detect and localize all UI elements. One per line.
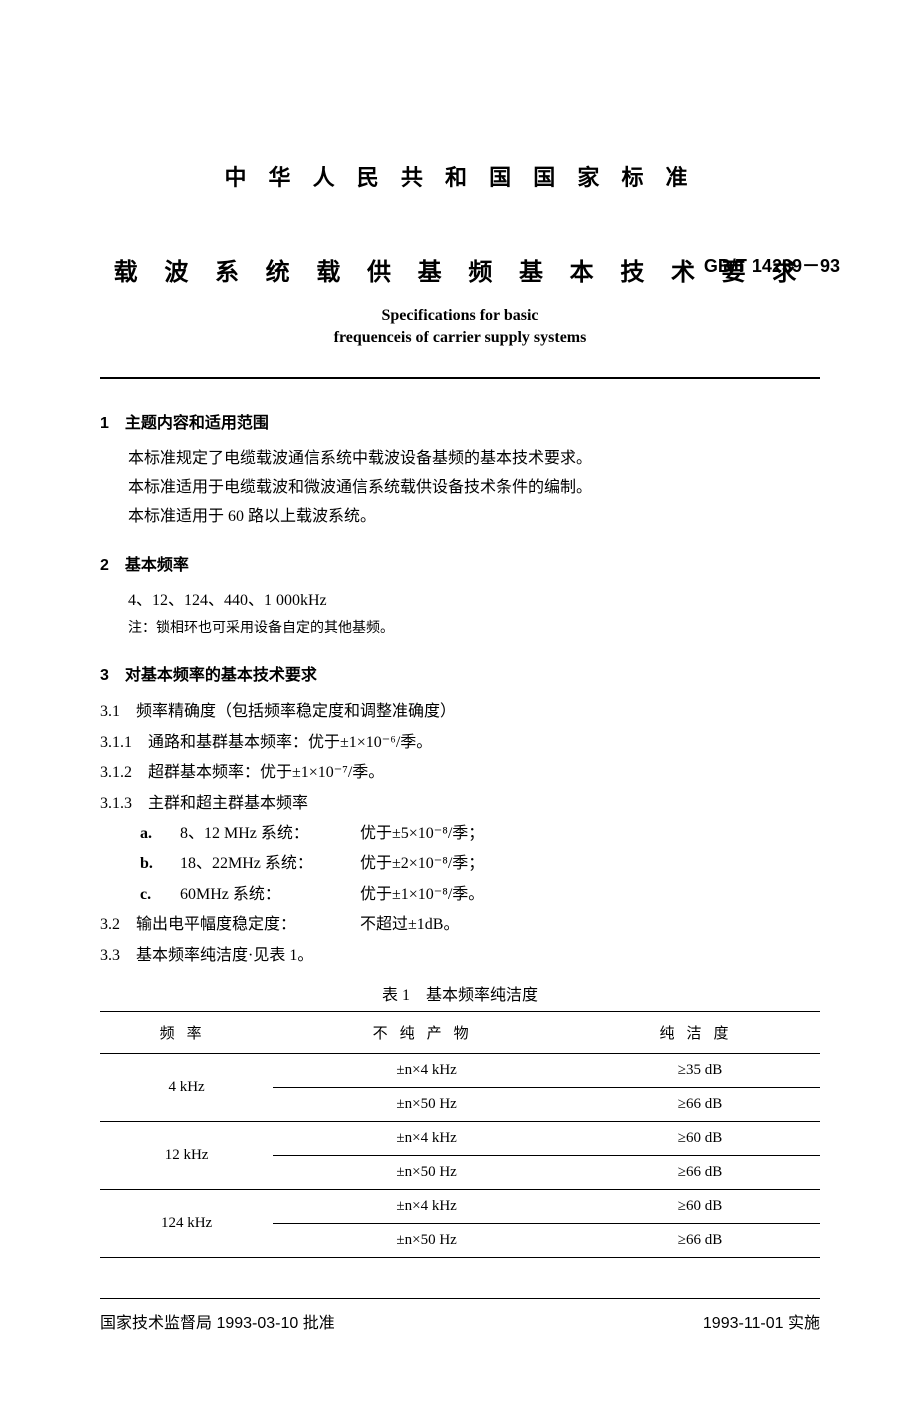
- item-3-1-1: 3.1.1 通路和基群基本频率：优于±1×10⁻⁶/季。: [100, 728, 820, 758]
- list-value: 优于±5×10⁻⁸/季；: [360, 819, 484, 849]
- section-2-values: 4、12、124、440、1 000kHz: [128, 587, 820, 616]
- table-header: 纯洁度: [580, 1011, 820, 1053]
- product-cell: ±n×4 kHz: [273, 1189, 580, 1223]
- table-1-caption: 表 1 基本频率纯洁度: [100, 981, 820, 1005]
- freq-cell: 4 kHz: [100, 1053, 273, 1121]
- table-row: 124 kHz ±n×4 kHz ≥60 dB: [100, 1189, 820, 1223]
- list-item-b: b. 18、22MHz 系统： 优于±2×10⁻⁸/季；: [140, 849, 820, 879]
- item-3-1: 3.1 频率精确度（包括频率稳定度和调整准确度）: [100, 697, 820, 727]
- national-standard-header: 中 华 人 民 共 和 国 国 家 标 准: [100, 160, 820, 192]
- purity-cell: ≥66 dB: [580, 1087, 820, 1121]
- item-3-1-2: 3.1.2 超群基本频率：优于±1×10⁻⁷/季。: [100, 758, 820, 788]
- product-cell: ±n×50 Hz: [273, 1223, 580, 1257]
- list-label: b.: [140, 849, 180, 879]
- purity-cell: ≥60 dB: [580, 1189, 820, 1223]
- freq-cell: 12 kHz: [100, 1121, 273, 1189]
- standard-code: GB/T 14239－93: [704, 252, 840, 278]
- table-row: 12 kHz ±n×4 kHz ≥60 dB: [100, 1121, 820, 1155]
- product-cell: ±n×4 kHz: [273, 1053, 580, 1087]
- approval-info: 国家技术监督局 1993-03-10 批准: [100, 1309, 335, 1333]
- document-title-en-line1: Specifications for basic: [100, 307, 820, 325]
- section-2-heading: 2 基本频率: [100, 551, 820, 575]
- document-title-en-line2: frequenceis of carrier supply systems: [100, 329, 820, 347]
- section-2-note: 注：锁相环也可采用设备自定的其他基频。: [128, 616, 820, 641]
- item-3-2-label: 3.2 输出电平幅度稳定度：: [100, 910, 360, 940]
- list-label: c.: [140, 880, 180, 910]
- freq-cell: 124 kHz: [100, 1189, 273, 1257]
- list-item-a: a. 8、12 MHz 系统： 优于±5×10⁻⁸/季；: [140, 819, 820, 849]
- section-1-para: 本标准适用于电缆载波和微波通信系统载供设备技术条件的编制。: [128, 474, 820, 503]
- item-3-1-3: 3.1.3 主群和超主群基本频率: [100, 789, 820, 819]
- table-header: 频率: [100, 1011, 273, 1053]
- section-3-heading: 3 对基本频率的基本技术要求: [100, 661, 820, 685]
- purity-cell: ≥60 dB: [580, 1121, 820, 1155]
- list-system: 8、12 MHz 系统：: [180, 819, 360, 849]
- purity-cell: ≥66 dB: [580, 1223, 820, 1257]
- table-header: 不纯产物: [273, 1011, 580, 1053]
- list-item-c: c. 60MHz 系统： 优于±1×10⁻⁸/季。: [140, 880, 820, 910]
- purity-cell: ≥66 dB: [580, 1155, 820, 1189]
- section-1-para: 本标准适用于 60 路以上载波系统。: [128, 503, 820, 532]
- section-1-heading: 1 主题内容和适用范围: [100, 409, 820, 433]
- list-value: 优于±2×10⁻⁸/季；: [360, 849, 484, 879]
- table-row: 4 kHz ±n×4 kHz ≥35 dB: [100, 1053, 820, 1087]
- list-system: 60MHz 系统：: [180, 880, 360, 910]
- list-value: 优于±1×10⁻⁸/季。: [360, 880, 484, 910]
- item-3-2-value: 不超过±1dB。: [360, 910, 459, 940]
- section-1-para: 本标准规定了电缆载波通信系统中载波设备基频的基本技术要求。: [128, 445, 820, 474]
- purity-cell: ≥35 dB: [580, 1053, 820, 1087]
- product-cell: ±n×50 Hz: [273, 1087, 580, 1121]
- list-label: a.: [140, 819, 180, 849]
- implementation-date: 1993-11-01 实施: [703, 1309, 820, 1333]
- product-cell: ±n×50 Hz: [273, 1155, 580, 1189]
- list-system: 18、22MHz 系统：: [180, 849, 360, 879]
- purity-table: 频率 不纯产物 纯洁度 4 kHz ±n×4 kHz ≥35 dB ±n×50 …: [100, 1011, 820, 1258]
- divider: [100, 377, 820, 379]
- footer-divider: [100, 1298, 820, 1299]
- item-3-3: 3.3 基本频率纯洁度·见表 1。: [100, 941, 820, 971]
- product-cell: ±n×4 kHz: [273, 1121, 580, 1155]
- document-title-zh: 载 波 系 统 载 供 基 频 基 本 技 术 要 求: [114, 252, 807, 287]
